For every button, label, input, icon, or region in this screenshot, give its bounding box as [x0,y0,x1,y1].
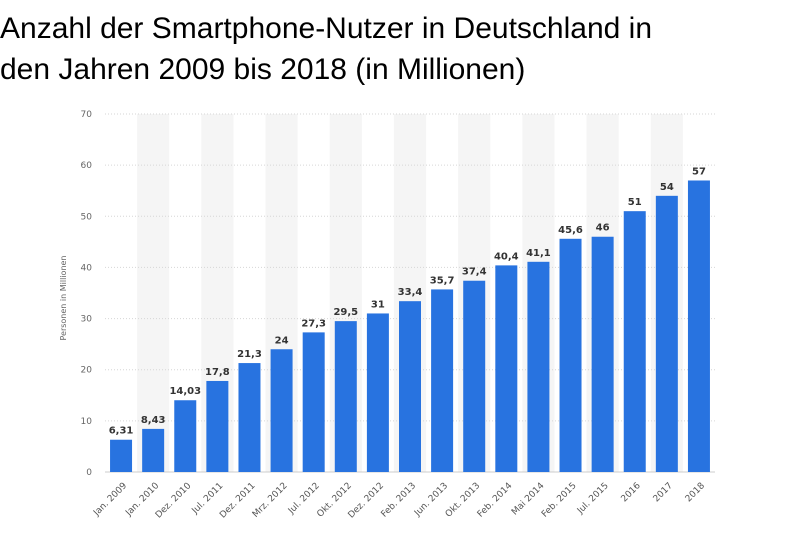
data-label: 46 [596,223,610,234]
y-tick-label: 30 [81,315,93,325]
y-tick-label: 20 [81,366,93,376]
x-tick-label: Jul. 2015 [575,481,611,517]
data-label: 8,43 [141,415,166,426]
y-tick-label: 50 [81,212,93,222]
x-tick-label: Feb. 2013 [380,481,419,520]
data-label: 27,3 [301,318,326,329]
chart-title-line-1: Anzahl der Smartphone-Nutzer in Deutschl… [0,12,653,45]
data-label: 21,3 [237,349,262,360]
bar [687,180,710,472]
data-label: 6,31 [109,426,134,437]
bar [655,195,678,473]
x-tick-label: 2018 [684,481,707,504]
data-label: 17,8 [205,367,230,378]
y-tick-label: 40 [81,263,93,273]
bar [366,313,389,472]
chart-title-line-2: den Jahren 2009 bis 2018 (in Millionen) [0,53,526,86]
data-label: 24 [275,335,289,346]
data-label: 51 [628,197,642,208]
bar [431,289,454,472]
y-tick-label: 60 [81,161,93,171]
x-tick-label: Jan. 2009 [91,481,129,519]
y-tick-label: 70 [81,110,93,120]
x-tick-label: Feb. 2014 [476,481,515,520]
column-band [137,114,170,472]
x-tick-label: Mrz. 2012 [251,481,290,520]
data-label: 41,1 [526,248,551,259]
data-label: 40,4 [494,251,519,262]
bar [206,380,229,472]
bar [559,238,582,472]
bar [302,332,325,472]
bar [495,265,518,472]
bar [142,428,165,472]
bar [238,363,261,472]
bar [334,321,357,472]
data-label: 57 [692,166,706,177]
data-label: 14,03 [169,386,201,397]
bar [591,236,614,472]
data-label: 33,4 [398,287,423,298]
data-label: 29,5 [333,307,358,318]
bar [623,211,646,472]
data-label: 37,4 [462,267,487,278]
data-label: 54 [660,182,674,193]
x-tick-label: 2016 [620,481,643,504]
y-tick-label: 0 [86,468,92,478]
data-label: 35,7 [430,275,455,286]
data-label: 31 [371,299,385,310]
x-tick-label: Feb. 2015 [540,481,579,520]
bar [110,439,133,472]
bar [174,400,197,472]
bar [270,349,293,472]
bar [399,301,421,472]
x-tick-label: 2017 [652,481,675,504]
bar [463,280,486,472]
data-label: 45,6 [558,225,583,236]
y-axis-label: Personen in Millionen [59,255,68,340]
y-tick-label: 10 [81,417,93,427]
bar [527,261,550,472]
chart-title: Anzahl der Smartphone-Nutzer in Deutschl… [0,8,791,90]
